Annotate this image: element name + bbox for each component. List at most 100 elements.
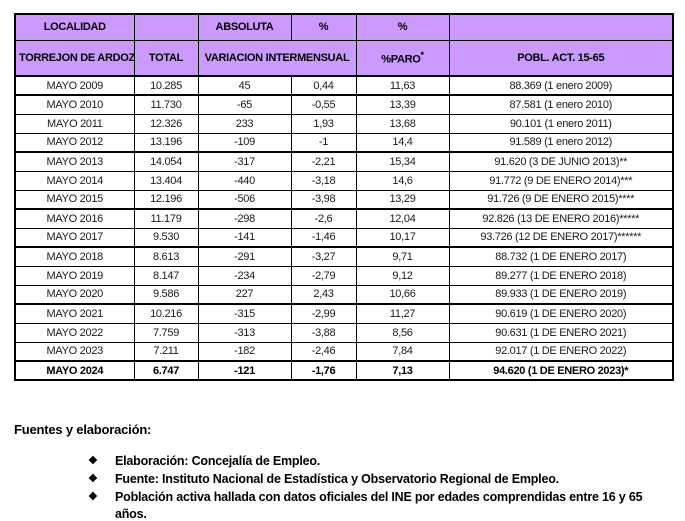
table-row: MAYO 2017 9.530 -141 -1,46 10,17 93.726 … (14, 227, 674, 248)
cell-total: 7.211 (133, 341, 199, 362)
cell-month: MAYO 2024 (14, 360, 135, 381)
cell-absoluta: -317 (197, 151, 292, 172)
cell-month: MAYO 2010 (14, 94, 135, 115)
table-row: MAYO 2013 14.054 -317 -2,21 15,34 91.620… (14, 151, 674, 172)
cell-month: MAYO 2018 (14, 246, 135, 267)
cell-pct: 0,44 (290, 75, 357, 96)
col-header-municipio: TORREJON DE ARDOZ (14, 39, 135, 77)
cell-total: 10.216 (133, 303, 199, 324)
col-header-pobl-act: POBL. ACT. 15-65 (448, 39, 674, 77)
cell-month: MAYO 2017 (14, 227, 135, 248)
table-row: MAYO 2009 10.285 45 0,44 11,63 88.369 (1… (14, 75, 674, 96)
cell-paro: 7,13 (355, 360, 450, 381)
cell-paro: 9,71 (355, 246, 450, 267)
cell-total: 14.054 (133, 151, 199, 172)
cell-pobl: 89.933 (1 DE ENERO 2019) (448, 284, 674, 305)
cell-pobl: 91.726 (9 DE ENERO 2015)**** (448, 189, 674, 210)
table-row: MAYO 2022 7.759 -313 -3,88 8,56 90.631 (… (14, 322, 674, 343)
cell-absoluta: -313 (197, 322, 292, 343)
cell-pobl: 91.589 (1 enero 2012) (448, 132, 674, 153)
cell-paro: 10,17 (355, 227, 450, 248)
cell-pobl: 90.631 (1 DE ENERO 2021) (448, 322, 674, 343)
cell-paro: 13,29 (355, 189, 450, 210)
cell-month: MAYO 2019 (14, 265, 135, 286)
cell-pobl: 92.826 (13 DE ENERO 2016)***** (448, 208, 674, 229)
cell-month: MAYO 2016 (14, 208, 135, 229)
cell-month: MAYO 2021 (14, 303, 135, 324)
footer-bullet: ❖ Población activa hallada con datos ofi… (14, 489, 664, 521)
table-row: MAYO 2015 12.196 -506 -3,98 13,29 91.726… (14, 189, 674, 210)
cell-pct: 2,43 (290, 284, 357, 305)
cell-month: MAYO 2009 (14, 75, 135, 96)
header-row-1: LOCALIDAD ABSOLUTA % % (14, 13, 674, 41)
col-header-variacion: VARIACION INTERMENSUAL (197, 39, 357, 77)
diamond-bullet-icon: ❖ (88, 473, 98, 485)
cell-absoluta: -506 (197, 189, 292, 210)
cell-paro: 14,6 (355, 170, 450, 191)
cell-absoluta: -65 (197, 94, 292, 115)
cell-pobl: 92.017 (1 DE ENERO 2022) (448, 341, 674, 362)
cell-total: 8.613 (133, 246, 199, 267)
cell-pct: -0,55 (290, 94, 357, 115)
cell-paro: 14,4 (355, 132, 450, 153)
cell-total: 9.586 (133, 284, 199, 305)
cell-absoluta: -315 (197, 303, 292, 324)
cell-paro: 10,66 (355, 284, 450, 305)
cell-total: 12.326 (133, 113, 199, 134)
cell-paro: 8,56 (355, 322, 450, 343)
cell-pct: -2,79 (290, 265, 357, 286)
cell-pct: -1,76 (290, 360, 357, 381)
cell-pobl: 93.726 (12 DE ENERO 2017)****** (448, 227, 674, 248)
header-empty-cell (133, 13, 199, 41)
cell-pct: -1 (290, 132, 357, 153)
cell-absoluta: -298 (197, 208, 292, 229)
cell-total: 12.196 (133, 189, 199, 210)
cell-absoluta: 45 (197, 75, 292, 96)
table-row-mayo-2024: MAYO 2024 6.747 -121 -1,76 7,13 94.620 (… (14, 360, 674, 381)
cell-pobl: 89.277 (1 DE ENERO 2018) (448, 265, 674, 286)
cell-pobl: 88.369 (1 enero 2009) (448, 75, 674, 96)
cell-paro: 13,39 (355, 94, 450, 115)
cell-paro: 12,04 (355, 208, 450, 229)
footer-bullet-text: Fuente: Instituto Nacional de Estadístic… (115, 472, 559, 486)
table-row: MAYO 2023 7.211 -182 -2,46 7,84 92.017 (… (14, 341, 674, 362)
cell-absoluta: 233 (197, 113, 292, 134)
footer-bullet-list: ❖ Elaboración: Concejalía de Empleo. ❖ F… (14, 453, 664, 521)
cell-pobl: 88.732 (1 DE ENERO 2017) (448, 246, 674, 267)
cell-month: MAYO 2013 (14, 151, 135, 172)
cell-pobl: 90.619 (1 DE ENERO 2020) (448, 303, 674, 324)
cell-absoluta: -121 (197, 360, 292, 381)
cell-total: 13.404 (133, 170, 199, 191)
table-row: MAYO 2011 12.326 233 1,93 13,68 90.101 (… (14, 113, 674, 134)
cell-pobl: 91.620 (3 DE JUNIO 2013)** (448, 151, 674, 172)
cell-total: 9.530 (133, 227, 199, 248)
table-row: MAYO 2018 8.613 -291 -3,27 9,71 88.732 (… (14, 246, 674, 267)
col-header-pct-2: % (355, 13, 450, 41)
cell-month: MAYO 2012 (14, 132, 135, 153)
cell-absoluta: -109 (197, 132, 292, 153)
cell-paro: 7,84 (355, 341, 450, 362)
cell-pobl: 94.620 (1 DE ENERO 2023)* (448, 360, 674, 381)
cell-month: MAYO 2023 (14, 341, 135, 362)
col-header-paro: %PARO* (355, 39, 450, 77)
cell-pct: -2,99 (290, 303, 357, 324)
cell-pct: -3,98 (290, 189, 357, 210)
cell-total: 6.747 (133, 360, 199, 381)
cell-total: 13.196 (133, 132, 199, 153)
header-row-2: TORREJON DE ARDOZ TOTAL VARIACION INTERM… (14, 39, 674, 77)
cell-total: 10.285 (133, 75, 199, 96)
footer-title: Fuentes y elaboración: (14, 422, 152, 437)
col-header-localidad: LOCALIDAD (14, 13, 135, 41)
cell-pct: -2,6 (290, 208, 357, 229)
cell-pct: -3,88 (290, 322, 357, 343)
cell-pct: -3,18 (290, 170, 357, 191)
cell-pobl: 91.772 (9 DE ENERO 2014)*** (448, 170, 674, 191)
cell-total: 11.179 (133, 208, 199, 229)
cell-paro: 15,34 (355, 151, 450, 172)
table-row: MAYO 2016 11.179 -298 -2,6 12,04 92.826 … (14, 208, 674, 229)
table-row: MAYO 2014 13.404 -440 -3,18 14,6 91.772 … (14, 170, 674, 191)
cell-absoluta: -182 (197, 341, 292, 362)
header-empty-cell-right (448, 13, 674, 41)
cell-pobl: 87.581 (1 enero 2010) (448, 94, 674, 115)
col-header-absoluta: ABSOLUTA (197, 13, 292, 41)
